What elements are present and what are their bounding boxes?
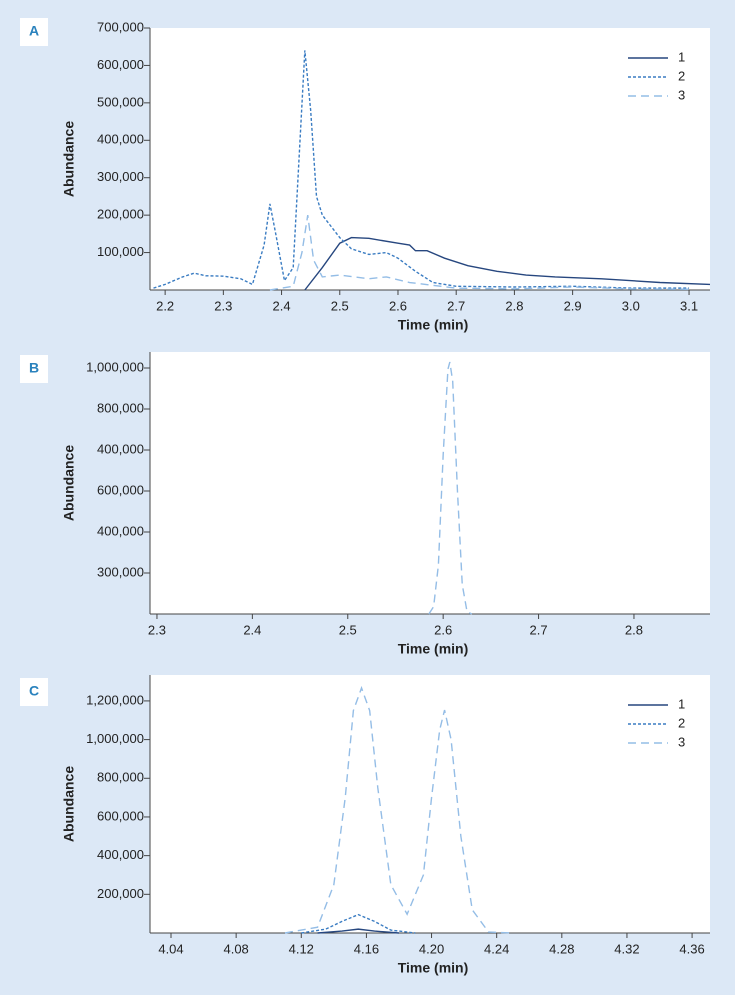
legend-label: 1 <box>678 49 685 64</box>
y-tick-label: 200,000 <box>97 207 144 222</box>
y-tick-label: 400,000 <box>97 523 144 538</box>
y-tick-label: 800,000 <box>97 770 144 785</box>
y-tick-label: 400,000 <box>97 441 144 456</box>
y-tick-label: 300,000 <box>97 564 144 579</box>
x-tick-label: 2.7 <box>530 622 548 637</box>
y-tick-label: 500,000 <box>97 94 144 109</box>
panel-label-box <box>20 18 48 46</box>
x-tick-label: 2.2 <box>156 298 174 313</box>
x-axis-label: Time (min) <box>398 960 469 976</box>
y-axis-label: Abundance <box>61 766 77 842</box>
y-tick-label: 400,000 <box>97 847 144 862</box>
series-line <box>317 928 400 934</box>
x-tick-label: 2.5 <box>331 298 349 313</box>
panel-label: C <box>29 683 39 699</box>
x-tick-label: 2.4 <box>273 298 291 313</box>
x-tick-label: 4.16 <box>354 941 379 956</box>
y-tick-label: 600,000 <box>97 808 144 823</box>
legend-label: 1 <box>678 696 685 711</box>
plot-area <box>150 352 710 614</box>
y-tick-label: 700,000 <box>97 19 144 34</box>
series-line <box>428 361 473 615</box>
x-tick-label: 2.9 <box>564 298 582 313</box>
x-tick-label: 2.3 <box>214 298 232 313</box>
series-line <box>301 913 416 934</box>
x-tick-label: 2.8 <box>625 622 643 637</box>
legend-label: 2 <box>678 68 685 83</box>
y-tick-label: 300,000 <box>97 169 144 184</box>
x-tick-label: 3.0 <box>622 298 640 313</box>
x-tick-label: 4.24 <box>484 941 509 956</box>
y-tick-label: 400,000 <box>97 132 144 147</box>
x-tick-label: 2.4 <box>243 622 261 637</box>
x-tick-label: 2.6 <box>389 298 407 313</box>
x-tick-label: 4.04 <box>158 941 183 956</box>
y-axis-label: Abundance <box>61 445 77 521</box>
series-line <box>153 50 690 289</box>
x-tick-label: 4.32 <box>614 941 639 956</box>
y-tick-label: 1,000,000 <box>86 359 144 374</box>
panel-label-box <box>20 678 48 706</box>
legend-label: 3 <box>678 734 685 749</box>
x-tick-label: 4.08 <box>223 941 248 956</box>
y-tick-label: 1,200,000 <box>86 692 144 707</box>
legend-label: 2 <box>678 715 685 730</box>
x-tick-label: 2.7 <box>447 298 465 313</box>
x-tick-label: 3.1 <box>680 298 698 313</box>
x-tick-label: 2.5 <box>339 622 357 637</box>
x-tick-label: 4.36 <box>679 941 704 956</box>
series-line <box>269 215 690 291</box>
x-tick-label: 2.3 <box>148 622 166 637</box>
x-tick-label: 4.12 <box>289 941 314 956</box>
y-tick-label: 1,000,000 <box>86 731 144 746</box>
x-tick-label: 4.28 <box>549 941 574 956</box>
x-axis-label: Time (min) <box>398 641 469 657</box>
series-line <box>304 236 710 291</box>
y-axis-label: Abundance <box>61 121 77 197</box>
series-line <box>284 685 513 934</box>
panel-label: A <box>29 23 39 39</box>
y-tick-label: 200,000 <box>97 886 144 901</box>
y-tick-label: 800,000 <box>97 400 144 415</box>
x-axis-label: Time (min) <box>398 317 469 333</box>
x-tick-label: 2.8 <box>505 298 523 313</box>
y-tick-label: 600,000 <box>97 57 144 72</box>
plot-area <box>150 28 710 290</box>
panel-label: B <box>29 360 39 376</box>
x-tick-label: 4.20 <box>419 941 444 956</box>
y-tick-label: 100,000 <box>97 244 144 259</box>
y-tick-label: 600,000 <box>97 482 144 497</box>
plot-area <box>150 675 710 933</box>
legend-label: 3 <box>678 87 685 102</box>
x-tick-label: 2.6 <box>434 622 452 637</box>
panel-label-box <box>20 355 48 383</box>
